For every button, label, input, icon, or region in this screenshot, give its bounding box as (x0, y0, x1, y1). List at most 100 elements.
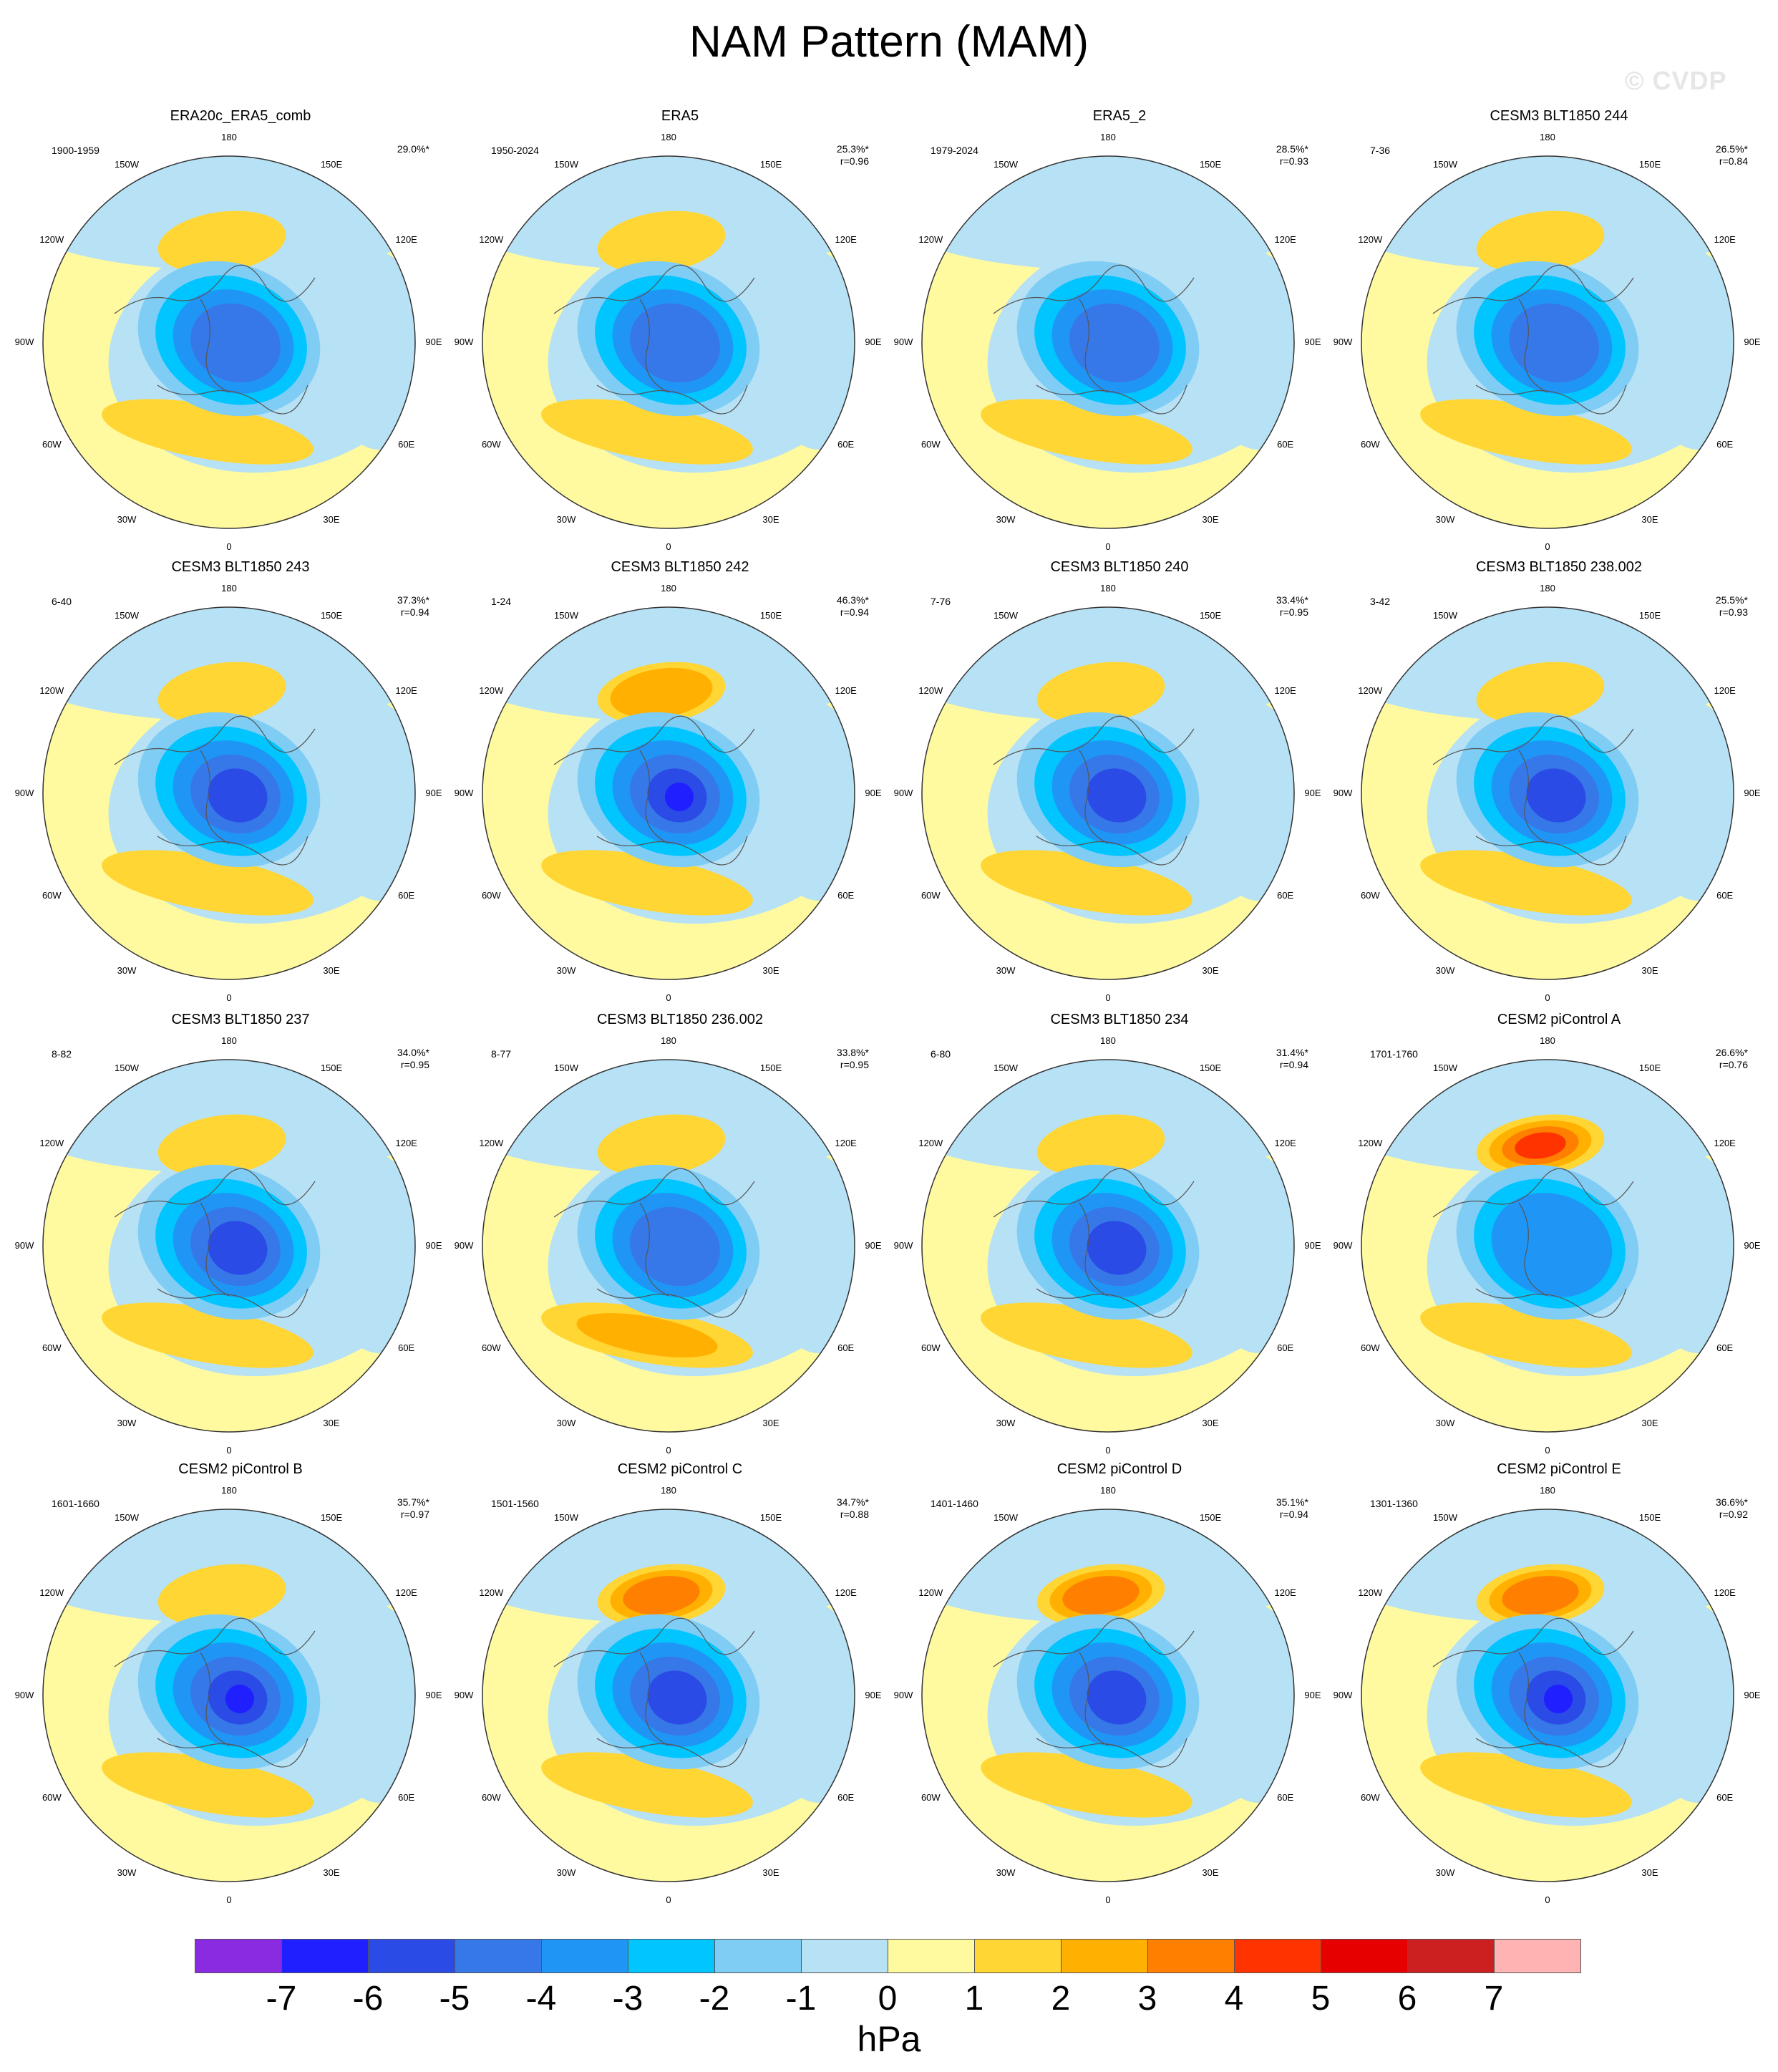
longitude-label: 0 (226, 1445, 232, 1456)
panel-stats: 26.5%* r=0.84 (1702, 143, 1748, 168)
longitude-label: 30E (762, 513, 779, 525)
longitude-label: 60E (837, 439, 855, 450)
contour-field (922, 156, 1294, 528)
longitude-label: 180 (1100, 132, 1116, 142)
contour-field (1361, 607, 1734, 979)
longitude-label: 30E (323, 1867, 340, 1878)
colorbar-swatch (1234, 1939, 1321, 1973)
contour-field (482, 156, 855, 528)
colorbar-tick-label: 1 (964, 1980, 984, 2018)
longitude-label: 90W (1333, 1690, 1353, 1700)
longitude-label: 120W (1358, 234, 1383, 245)
longitude-label: 30W (556, 513, 576, 525)
polar-map (921, 1509, 1295, 1882)
map-border (921, 1509, 1295, 1882)
longitude-label: 120E (1714, 1138, 1736, 1148)
panel-period: 8-77 (491, 1048, 512, 1060)
map-panel: CESM2 piControl C 1501-1560 34.7%* r=0.88 18… (455, 1461, 895, 1919)
panel-period: 3-42 (1370, 596, 1391, 607)
colorbar-swatch (455, 1939, 542, 1973)
panel-title: ERA5 (661, 108, 699, 124)
contour-field (43, 1509, 415, 1882)
longitude-label: 120W (479, 1138, 504, 1148)
map-border (1361, 1509, 1734, 1882)
longitude-label: 60W (1360, 1792, 1380, 1803)
longitude-label: 150W (1433, 159, 1457, 170)
polar-map (482, 155, 855, 529)
longitude-label: 60E (1277, 890, 1294, 901)
panel-stats: 28.5%* r=0.93 (1263, 143, 1308, 168)
colorbar-swatch (888, 1939, 975, 1973)
longitude-label: 0 (226, 992, 232, 1003)
longitude-label: 90W (1333, 337, 1353, 347)
longitude-label: 150W (554, 159, 578, 170)
panel-stats: 25.5%* r=0.93 (1702, 594, 1748, 619)
colorbar-tick-label: 0 (878, 1980, 898, 2018)
polar-map (1361, 606, 1734, 980)
longitude-label: 120W (39, 1587, 64, 1598)
longitude-label: 90W (893, 1240, 913, 1251)
longitude-label: 180 (661, 132, 676, 142)
contour-field (43, 156, 415, 528)
colorbar-swatch (628, 1939, 715, 1973)
longitude-label: 180 (1540, 583, 1555, 594)
longitude-label: 0 (666, 992, 671, 1003)
panel-stats: 35.1%* r=0.94 (1263, 1496, 1308, 1521)
longitude-label: 150E (1199, 1062, 1222, 1074)
panel-period: 7-36 (1370, 145, 1391, 156)
panel-stats: 36.6%* r=0.92 (1702, 1496, 1748, 1521)
longitude-label: 60W (481, 890, 501, 901)
panel-period: 1601-1660 (52, 1498, 99, 1509)
longitude-label: 120W (1358, 1587, 1383, 1598)
panel-title: CESM3 BLT1850 236.002 (596, 1012, 763, 1027)
longitude-label: 60W (920, 1342, 941, 1353)
longitude-label: 30E (1202, 513, 1219, 525)
longitude-label: 120W (39, 1138, 64, 1148)
colorbar-tick-label: 3 (1137, 1980, 1157, 2018)
longitude-label: 120E (835, 234, 857, 245)
panel-title: ERA5_2 (1092, 108, 1147, 124)
panel-stats: 46.3%* r=0.94 (823, 594, 869, 619)
map-panel: CESM3 BLT1850 237 8-82 34.0%* r=0.95 180 150E… (15, 1011, 455, 1469)
colorbar-swatch (801, 1939, 888, 1973)
longitude-label: 180 (1540, 1035, 1555, 1046)
panel-title: CESM2 piControl B (178, 1461, 303, 1477)
map-panel: CESM2 piControl A 1701-1760 26.6%* r=0.76 18… (1334, 1011, 1774, 1469)
longitude-label: 90E (425, 337, 442, 347)
polar-map (42, 155, 416, 529)
longitude-label: 120E (395, 685, 417, 696)
longitude-label: 90E (865, 788, 882, 798)
longitude-label: 90E (865, 337, 882, 347)
longitude-label: 30E (1641, 513, 1658, 525)
longitude-label: 0 (226, 1894, 232, 1905)
coastlines (993, 1168, 1195, 1318)
panel-variance-explained: 26.6%* (1715, 1047, 1748, 1058)
panel-variance-explained: 29.0%* (397, 143, 429, 155)
longitude-label: 30W (996, 513, 1016, 525)
panel-pattern-correlation: r=0.93 (1719, 606, 1748, 618)
longitude-label: 90W (893, 788, 913, 798)
longitude-label: 30W (556, 1417, 576, 1428)
coastlines (114, 1617, 316, 1768)
map-panel: CESM3 BLT1850 236.002 8-77 33.8%* r=0.95 180… (455, 1011, 895, 1469)
panel-period: 1401-1460 (931, 1498, 978, 1509)
longitude-label: 90E (865, 1690, 882, 1700)
longitude-label: 180 (661, 1035, 676, 1046)
longitude-label: 90W (454, 337, 474, 347)
contour-field (43, 607, 415, 979)
panel-stats: 29.0%* (384, 143, 429, 155)
colorbar-swatch (1061, 1939, 1148, 1973)
panel-period: 6-80 (931, 1048, 951, 1060)
longitude-label: 90W (893, 1690, 913, 1700)
longitude-label: 180 (661, 583, 676, 594)
panel-title: CESM3 BLT1850 238.002 (1475, 559, 1642, 575)
longitude-label: 90W (14, 1690, 34, 1700)
figure-title: NAM Pattern (MAM) (689, 17, 1089, 67)
longitude-label: 150E (1199, 610, 1222, 621)
longitude-label: 120E (1274, 685, 1296, 696)
longitude-label: 150E (1638, 159, 1661, 170)
map-border (1361, 1059, 1734, 1433)
longitude-label: 30W (1435, 513, 1455, 525)
map-panel: CESM3 BLT1850 244 7-36 26.5%* r=0.84 180 150E… (1334, 107, 1774, 566)
longitude-label: 180 (1100, 583, 1116, 594)
